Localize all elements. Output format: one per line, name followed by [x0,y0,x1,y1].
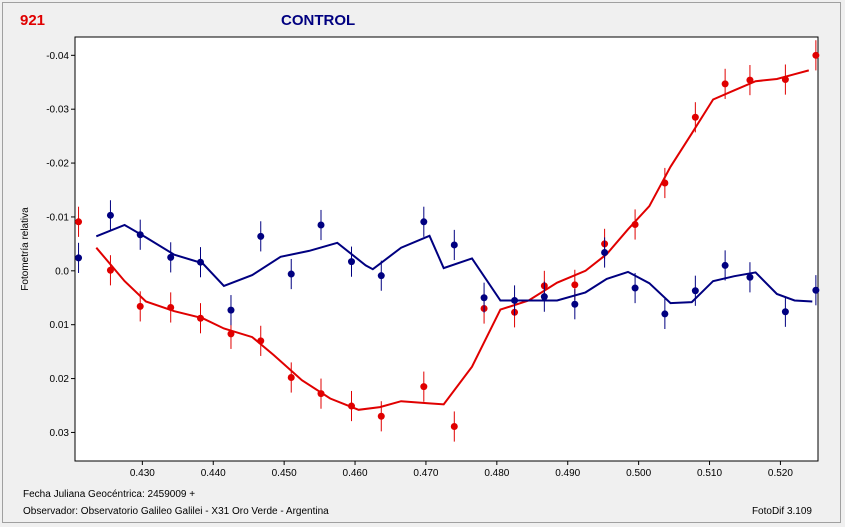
data-point [257,337,265,345]
data-point [167,303,175,311]
data-point [227,330,235,338]
x-tick-label: 0.460 [343,468,368,479]
y-axis: -0.04 -0.03 -0.02 -0.01 0.0 0.01 0.02 0.03 [46,51,75,439]
x-tick-label: 0.520 [768,468,793,479]
y-tick-label: 0.0 [55,266,69,277]
x-tick-label: 0.430 [130,468,155,479]
software-version: FotoDif 3.109 [751,506,812,517]
data-point [571,281,579,289]
data-point [480,294,488,302]
data-point [721,261,729,269]
y-tick-label: -0.02 [46,159,69,170]
data-point [196,314,204,322]
data-point [721,80,729,88]
julian-date-label: Fecha Juliana Geocéntrica: 2459009 + [23,489,196,500]
data-point [631,284,639,292]
y-axis-label: Fotometría relativa [20,207,31,291]
series-2-fit-line [95,223,813,305]
y-tick-label: 0.02 [50,374,70,385]
data-point [511,296,519,304]
plot-area [74,36,819,462]
data-point [661,179,669,187]
data-point [571,300,579,308]
data-point [601,249,609,257]
chart-title: CONTROL [281,12,356,29]
star-id-label: 921 [20,12,46,29]
data-point [106,266,114,274]
data-point [812,51,820,59]
data-point [746,273,754,281]
y-tick-label: 0.01 [50,320,70,331]
data-point [377,272,385,280]
data-point [691,113,699,121]
data-point [347,258,355,266]
data-point [347,402,355,410]
data-point [540,293,548,301]
data-point [136,302,144,310]
data-point [287,373,295,381]
x-tick-label: 0.440 [201,468,226,479]
y-tick-label: 0.03 [50,428,70,439]
data-point [377,412,385,420]
data-point [75,254,83,262]
data-point [167,253,175,261]
data-point [450,241,458,249]
data-point [75,218,83,226]
data-point [420,218,428,226]
x-tick-label: 0.480 [484,468,509,479]
data-point [781,76,789,84]
data-point [661,310,669,318]
data-point [450,423,458,431]
x-tick-label: 0.500 [626,468,651,479]
series-1 [75,40,820,442]
y-tick-label: -0.03 [46,105,69,116]
x-tick-label: 0.490 [555,468,580,479]
data-point [317,390,325,398]
observer-label: Observador: Observatorio Galileo Galilei… [23,506,329,517]
data-point [136,231,144,239]
series-2 [75,200,820,330]
data-point [781,308,789,316]
x-axis: 0.430 0.440 0.450 0.460 0.470 0.480 0.490 0.500… [130,461,793,479]
data-point [746,76,754,84]
data-point [287,270,295,278]
data-point [691,287,699,295]
y-tick-label: -0.01 [46,212,69,223]
data-point [420,383,428,391]
x-tick-label: 0.470 [413,468,438,479]
data-point [812,286,820,294]
data-point [227,306,235,314]
x-tick-label: 0.510 [697,468,722,479]
data-point [257,232,265,240]
data-point [196,258,204,266]
y-tick-label: -0.04 [46,51,69,62]
series-1-fit-line [95,69,810,411]
series-layer [75,40,820,442]
data-point [106,211,114,219]
data-point [317,221,325,229]
data-point [631,220,639,228]
x-tick-label: 0.450 [272,468,297,479]
